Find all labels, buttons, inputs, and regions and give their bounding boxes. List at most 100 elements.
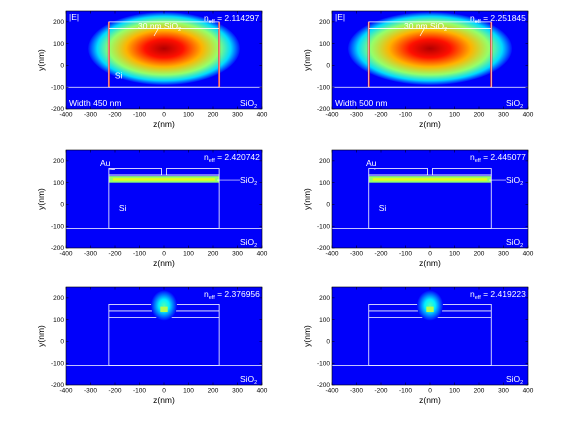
- x-tick-label: 300: [498, 112, 509, 119]
- y-tick-label: 0: [60, 202, 64, 209]
- plot-area: [332, 11, 528, 109]
- x-tick-label: -300: [84, 388, 97, 395]
- y-tick-label: 100: [53, 317, 64, 324]
- gold-pad-left: [108, 168, 162, 176]
- x-tick-label: 0: [428, 388, 432, 395]
- y-tick-label: 200: [319, 19, 330, 26]
- panel-2: -400 -300 -200 -100 0 100 200 300 400 -200 -100 0 10…: [302, 10, 534, 129]
- field-label: |E|: [335, 12, 345, 22]
- y-tick-label: 0: [60, 339, 64, 346]
- background-field: [332, 150, 528, 248]
- x-tick-label: 0: [162, 112, 166, 119]
- y-tick-label: -100: [317, 223, 330, 230]
- gap-mode-halo: [151, 290, 177, 321]
- y-tick-label: 200: [53, 158, 64, 165]
- y-tick-label: 0: [326, 63, 330, 70]
- background-field: [66, 150, 262, 248]
- x-tick-label: 100: [449, 388, 460, 395]
- x-tick-label: 400: [257, 251, 268, 258]
- y-tick-label: -100: [51, 84, 64, 91]
- x-tick-label: -200: [108, 251, 121, 258]
- x-tick-label: -300: [84, 112, 97, 119]
- cladding-label: SiO2: [506, 237, 523, 249]
- au-pointer: [108, 168, 115, 170]
- y-tick-label: -200: [51, 245, 64, 252]
- x-tick-label: -400: [325, 112, 338, 119]
- neff-label: neff = 2.251845: [470, 13, 526, 25]
- y-tick-label: -100: [51, 360, 64, 367]
- y-tick-label: -200: [51, 106, 64, 113]
- gap-mode-core: [426, 306, 434, 313]
- x-tick-label: 300: [232, 112, 243, 119]
- gold-pad-right: [432, 168, 492, 176]
- plasmonic-mode-core: [112, 178, 216, 181]
- x-tick-label: -300: [84, 251, 97, 258]
- x-tick-label: -300: [350, 112, 363, 119]
- cladding-label: SiO2: [240, 237, 257, 249]
- x-tick-label: 300: [232, 388, 243, 395]
- x-tick-label: -100: [399, 388, 412, 395]
- cladding-label: SiO2: [506, 374, 523, 386]
- neff-label: neff = 2.420742: [204, 152, 260, 164]
- x-tick-label: 200: [208, 251, 219, 258]
- plot-area: [332, 287, 528, 385]
- y-tick-label: 100: [319, 180, 330, 187]
- y-axis-label: y(nm): [302, 325, 312, 347]
- x-tick-label: 200: [474, 112, 485, 119]
- x-tick-label: 400: [523, 251, 534, 258]
- panel-6: -400 -300 -200 -100 0 100 200 300 400 -200 -100 0 10…: [302, 286, 534, 405]
- y-tick-label: 200: [53, 295, 64, 302]
- y-tick-label: 0: [60, 63, 64, 70]
- x-tick-label: 100: [183, 251, 194, 258]
- y-axis-label: y(nm): [302, 49, 312, 71]
- x-tick-label: 400: [523, 388, 534, 395]
- oxide-label: SiO2: [240, 175, 257, 187]
- x-tick-label: -100: [133, 112, 146, 119]
- x-axis-label: z(nm): [419, 395, 441, 405]
- x-tick-label: 0: [428, 112, 432, 119]
- cladding-label: SiO2: [240, 374, 257, 386]
- neff-label: neff = 2.114297: [204, 13, 260, 25]
- x-tick-label: -200: [108, 388, 121, 395]
- x-axis-label: z(nm): [419, 258, 441, 268]
- x-tick-label: -200: [374, 251, 387, 258]
- x-tick-label: 100: [449, 251, 460, 258]
- x-tick-label: 200: [474, 388, 485, 395]
- au-label: Au: [100, 158, 111, 168]
- x-tick-label: 0: [428, 251, 432, 258]
- y-tick-label: 200: [319, 158, 330, 165]
- x-tick-label: 400: [257, 388, 268, 395]
- si-label: Si: [119, 203, 127, 213]
- x-tick-label: 300: [498, 388, 509, 395]
- x-tick-label: -200: [108, 112, 121, 119]
- y-tick-label: -200: [317, 106, 330, 113]
- x-axis-label: z(nm): [153, 395, 175, 405]
- y-tick-label: 100: [319, 41, 330, 48]
- plot-area: [66, 287, 262, 385]
- panel-4: -400 -300 -200 -100 0 100 200 300 400 -200 -100 0 10…: [302, 149, 534, 268]
- neff-label: neff = 2.419223: [470, 289, 526, 301]
- y-axis-label: y(nm): [302, 188, 312, 210]
- plot-area: [332, 150, 528, 248]
- y-tick-label: 100: [53, 41, 64, 48]
- y-axis-label: y(nm): [36, 188, 46, 210]
- y-tick-label: 200: [319, 295, 330, 302]
- plasmonic-mode-core: [372, 178, 488, 181]
- y-tick-label: -200: [317, 382, 330, 389]
- y-tick-label: 100: [319, 317, 330, 324]
- au-label: Au: [366, 158, 377, 168]
- x-tick-label: 200: [208, 112, 219, 119]
- x-tick-label: -100: [133, 388, 146, 395]
- y-tick-label: -200: [317, 245, 330, 252]
- x-tick-label: 0: [162, 388, 166, 395]
- y-tick-label: 100: [53, 180, 64, 187]
- neff-label: neff = 2.376956: [204, 289, 260, 301]
- y-tick-label: -100: [51, 223, 64, 230]
- oxide-label: SiO2: [506, 175, 523, 187]
- gap-mode-halo: [417, 290, 443, 321]
- oxide-thickness-label: 30 nm SiO2: [138, 21, 181, 33]
- x-tick-label: -100: [399, 112, 412, 119]
- width-label: Width 500 nm: [335, 98, 387, 108]
- x-axis-label: z(nm): [153, 119, 175, 129]
- neff-label: neff = 2.445077: [470, 152, 526, 164]
